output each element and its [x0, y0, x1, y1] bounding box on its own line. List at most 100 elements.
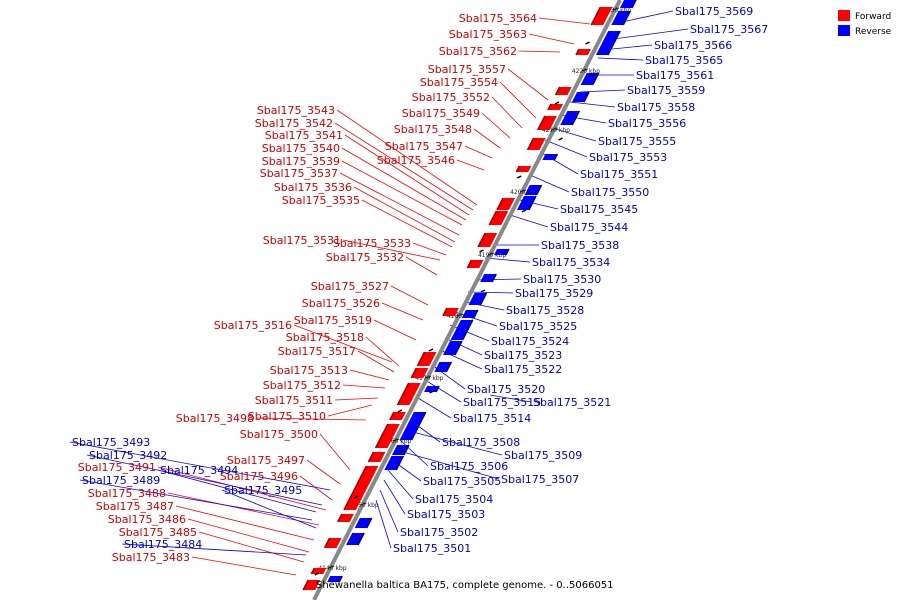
forward-gene-arrow[interactable] — [527, 138, 546, 150]
reverse-gene-label[interactable]: Sbal175_3545 — [560, 203, 638, 216]
forward-gene-label[interactable]: Sbal175_3526 — [302, 297, 380, 310]
reverse-gene-label[interactable]: Sbal175_3494 — [160, 464, 238, 477]
reverse-gene-label[interactable]: Sbal175_3558 — [617, 101, 695, 114]
forward-gene-label[interactable]: Sbal175_3498 — [176, 412, 254, 425]
forward-gene-arrow[interactable] — [343, 498, 363, 510]
forward-gene-label[interactable]: Sbal175_3564 — [459, 12, 537, 25]
forward-gene-arrow[interactable] — [402, 383, 421, 395]
forward-gene-label[interactable]: Sbal175_3496 — [220, 470, 298, 483]
forward-gene-arrow[interactable] — [381, 424, 400, 436]
reverse-gene-label[interactable]: Sbal175_3534 — [532, 256, 610, 269]
reverse-gene-label[interactable]: Sbal175_3550 — [571, 186, 649, 199]
forward-gene-label[interactable]: Sbal175_3511 — [255, 394, 333, 407]
forward-gene-label[interactable]: Sbal175_3487 — [96, 500, 174, 513]
forward-gene-label[interactable]: Sbal175_3512 — [263, 379, 341, 392]
reverse-gene-label[interactable]: Sbal175_3556 — [608, 117, 686, 130]
reverse-gene-label[interactable]: Sbal175_3559 — [627, 84, 705, 97]
forward-gene-label[interactable]: Sbal175_3539 — [262, 155, 340, 168]
reverse-gene-label[interactable]: Sbal175_3503 — [407, 508, 485, 521]
reverse-gene-arrow[interactable] — [450, 328, 469, 340]
reverse-gene-label[interactable]: Sbal175_3523 — [484, 349, 562, 362]
reverse-gene-label[interactable]: Sbal175_3508 — [442, 436, 520, 449]
reverse-gene-arrow[interactable] — [542, 154, 558, 160]
reverse-gene-label[interactable]: Sbal175_3553 — [589, 151, 667, 164]
forward-gene-label[interactable]: Sbal175_3552 — [412, 91, 490, 104]
reverse-gene-label[interactable]: Sbal175_3493 — [72, 436, 150, 449]
forward-gene-label[interactable]: Sbal175_3533 — [333, 237, 411, 250]
reverse-gene-label[interactable]: Sbal175_3529 — [515, 287, 593, 300]
forward-gene-arrow[interactable] — [442, 308, 459, 316]
forward-gene-arrow[interactable] — [417, 352, 437, 366]
forward-gene-label[interactable]: Sbal175_3516 — [214, 319, 292, 332]
reverse-gene-label[interactable]: Sbal175_3555 — [598, 135, 676, 148]
forward-gene-label[interactable]: Sbal175_3546 — [377, 154, 455, 167]
reverse-gene-arrow[interactable] — [611, 11, 631, 25]
reverse-gene-label[interactable]: Sbal175_3566 — [654, 39, 732, 52]
reverse-gene-label[interactable]: Sbal175_3505 — [423, 475, 501, 488]
forward-gene-label[interactable]: Sbal175_3518 — [286, 331, 364, 344]
reverse-gene-arrow[interactable] — [442, 341, 463, 355]
forward-gene-label[interactable]: Sbal175_3510 — [248, 410, 326, 423]
forward-gene-arrow[interactable] — [496, 198, 516, 210]
reverse-gene-label[interactable]: Sbal175_3538 — [541, 239, 619, 252]
forward-gene-arrow[interactable] — [337, 514, 354, 522]
reverse-gene-label[interactable]: Sbal175_3528 — [506, 304, 584, 317]
reverse-gene-arrow[interactable] — [461, 310, 478, 318]
forward-gene-label[interactable]: Sbal175_3497 — [227, 454, 305, 467]
reverse-gene-arrow[interactable] — [399, 428, 418, 440]
forward-gene-arrow[interactable] — [555, 87, 572, 95]
forward-gene-arrow[interactable] — [547, 104, 563, 110]
reverse-gene-label[interactable]: Sbal175_3561 — [636, 69, 714, 82]
forward-gene-arrow[interactable] — [575, 49, 592, 55]
forward-gene-label[interactable]: Sbal175_3543 — [257, 104, 335, 117]
forward-gene-arrow[interactable] — [467, 260, 484, 268]
reverse-gene-arrow[interactable] — [327, 576, 343, 582]
forward-gene-label[interactable]: Sbal175_3527 — [311, 280, 389, 293]
reverse-gene-label[interactable]: Sbal175_3525 — [499, 320, 577, 333]
forward-gene-label[interactable]: Sbal175_3557 — [428, 63, 506, 76]
reverse-gene-label[interactable]: Sbal175_3501 — [393, 542, 471, 555]
forward-gene-label[interactable]: Sbal175_3486 — [108, 513, 186, 526]
reverse-gene-label[interactable]: Sbal175_3507 — [501, 473, 579, 486]
reverse-gene-label[interactable]: Sbal175_3567 — [690, 23, 768, 36]
forward-gene-label[interactable]: Sbal175_3563 — [449, 28, 527, 41]
reverse-gene-label[interactable]: Sbal175_3489 — [82, 474, 160, 487]
reverse-gene-label[interactable]: Sbal175_3484 — [124, 538, 202, 551]
forward-gene-label[interactable]: Sbal175_3488 — [88, 487, 166, 500]
forward-gene-arrow[interactable] — [537, 116, 557, 130]
reverse-gene-arrow[interactable] — [480, 274, 497, 282]
forward-gene-label[interactable]: Sbal175_3537 — [260, 167, 338, 180]
forward-gene-arrow[interactable] — [360, 466, 379, 478]
reverse-gene-label[interactable]: Sbal175_3551 — [580, 168, 658, 181]
forward-gene-label[interactable]: Sbal175_3532 — [326, 251, 404, 264]
reverse-gene-arrow[interactable] — [580, 73, 599, 85]
forward-gene-label[interactable]: Sbal175_3513 — [270, 364, 348, 377]
reverse-gene-label[interactable]: Sbal175_3544 — [550, 221, 628, 234]
reverse-gene-arrow[interactable] — [468, 293, 487, 305]
reverse-gene-arrow[interactable] — [424, 386, 440, 392]
reverse-gene-arrow[interactable] — [493, 249, 510, 255]
forward-gene-label[interactable]: Sbal175_3540 — [262, 142, 340, 155]
forward-gene-label[interactable]: Sbal175_3483 — [112, 551, 190, 564]
reverse-gene-label[interactable]: Sbal175_3514 — [453, 412, 531, 425]
forward-gene-arrow[interactable] — [375, 434, 395, 448]
forward-gene-label[interactable]: Sbal175_3562 — [439, 45, 517, 58]
reverse-gene-label[interactable]: Sbal175_3504 — [415, 493, 493, 506]
forward-gene-label[interactable]: Sbal175_3549 — [402, 107, 480, 120]
reverse-gene-arrow[interactable] — [560, 111, 580, 125]
forward-gene-arrow[interactable] — [478, 233, 498, 247]
forward-gene-label[interactable]: Sbal175_3542 — [255, 117, 333, 130]
reverse-gene-label[interactable]: Sbal175_3515 — [463, 396, 541, 409]
reverse-gene-label[interactable]: Sbal175_3502 — [400, 526, 478, 539]
reverse-gene-label[interactable]: Sbal175_3509 — [504, 449, 582, 462]
forward-gene-label[interactable]: Sbal175_3485 — [119, 526, 197, 539]
forward-gene-arrow[interactable] — [311, 568, 327, 574]
reverse-gene-label[interactable]: Sbal175_3530 — [523, 273, 601, 286]
reverse-gene-label[interactable]: Sbal175_3524 — [491, 335, 569, 348]
forward-gene-label[interactable]: Sbal175_3541 — [265, 129, 343, 142]
forward-gene-arrow[interactable] — [353, 478, 373, 492]
forward-gene-arrow[interactable] — [596, 7, 613, 15]
forward-gene-arrow[interactable] — [489, 211, 509, 225]
forward-gene-label[interactable]: Sbal175_3536 — [274, 181, 352, 194]
reverse-gene-label[interactable]: Sbal175_3495 — [224, 484, 302, 497]
